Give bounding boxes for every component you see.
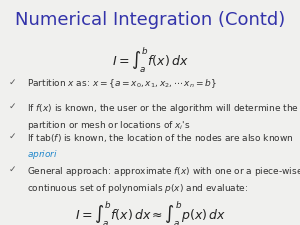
- Text: Partition $x$ as: $x = \{a = x_0, x_1, x_2, \cdots\, x_n = b\}$: Partition $x$ as: $x = \{a = x_0, x_1, x…: [27, 78, 217, 90]
- Text: ✓: ✓: [9, 78, 16, 87]
- Text: ✓: ✓: [9, 132, 16, 141]
- Text: $I = \int_a^b f(x)\, dx \approx \int_a^b p(x)\, dx$: $I = \int_a^b f(x)\, dx \approx \int_a^b…: [75, 199, 225, 225]
- Text: General approach: approximate $f(x)$ with one or a piece-wise: General approach: approximate $f(x)$ wit…: [27, 165, 300, 178]
- Text: ✓: ✓: [9, 165, 16, 174]
- Text: If tab($f$) is known, the location of the nodes are also known: If tab($f$) is known, the location of th…: [27, 132, 294, 144]
- Text: If $f(x)$ is known, the user or the algorithm will determine the: If $f(x)$ is known, the user or the algo…: [27, 102, 299, 115]
- Text: Numerical Integration (Contd): Numerical Integration (Contd): [15, 11, 285, 29]
- Text: $\mathit{apriori}$: $\mathit{apriori}$: [27, 148, 58, 161]
- Text: partition or mesh or locations of $x_i$'s: partition or mesh or locations of $x_i$'…: [27, 119, 190, 132]
- Text: $I = \int_a^b f(x)\, dx$: $I = \int_a^b f(x)\, dx$: [112, 45, 188, 74]
- Text: ✓: ✓: [9, 102, 16, 111]
- Text: continuous set of polynomials $p(x)$ and evaluate:: continuous set of polynomials $p(x)$ and…: [27, 182, 248, 195]
